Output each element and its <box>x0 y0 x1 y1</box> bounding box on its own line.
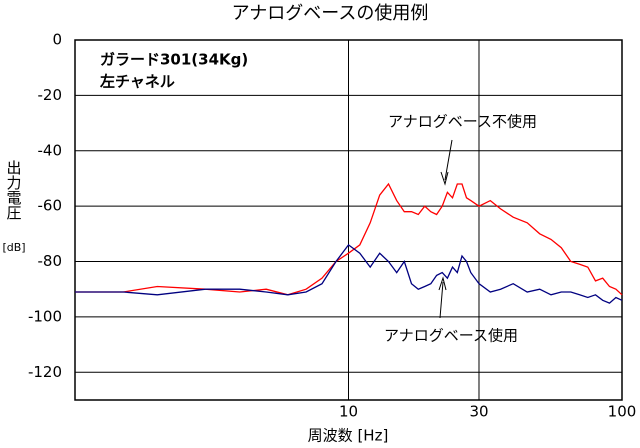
y-tick-label: -100 <box>28 307 62 325</box>
note: ガラード301(34Kg) <box>100 51 248 69</box>
y-axis-unit: [dB] <box>2 241 25 254</box>
y-tick-label: -60 <box>38 197 63 215</box>
series-label: アナログベース不使用 <box>388 113 537 131</box>
x-tick-label: 10 <box>339 403 358 421</box>
series-label: アナログベース使用 <box>384 327 518 345</box>
arrow-head <box>438 276 447 291</box>
y-tick-label: -40 <box>38 141 63 159</box>
arrow <box>439 281 444 319</box>
series-line <box>75 182 623 296</box>
chart-title: アナログベースの使用例 <box>232 3 429 24</box>
x-axis-label: 周波数 [Hz] <box>308 427 389 445</box>
series-line <box>75 243 623 304</box>
y-tick-label: -80 <box>38 252 63 270</box>
x-tick-label: 100 <box>608 403 637 421</box>
y-axis-label: 出力電圧 <box>5 160 23 220</box>
arrow-head <box>440 171 449 186</box>
y-tick-label: 0 <box>52 31 62 49</box>
y-tick-label: -20 <box>38 86 63 104</box>
note: 左チャネル <box>99 73 175 91</box>
x-tick-label: 30 <box>469 403 488 421</box>
y-tick-label: -120 <box>28 363 62 381</box>
arrow <box>444 139 453 181</box>
